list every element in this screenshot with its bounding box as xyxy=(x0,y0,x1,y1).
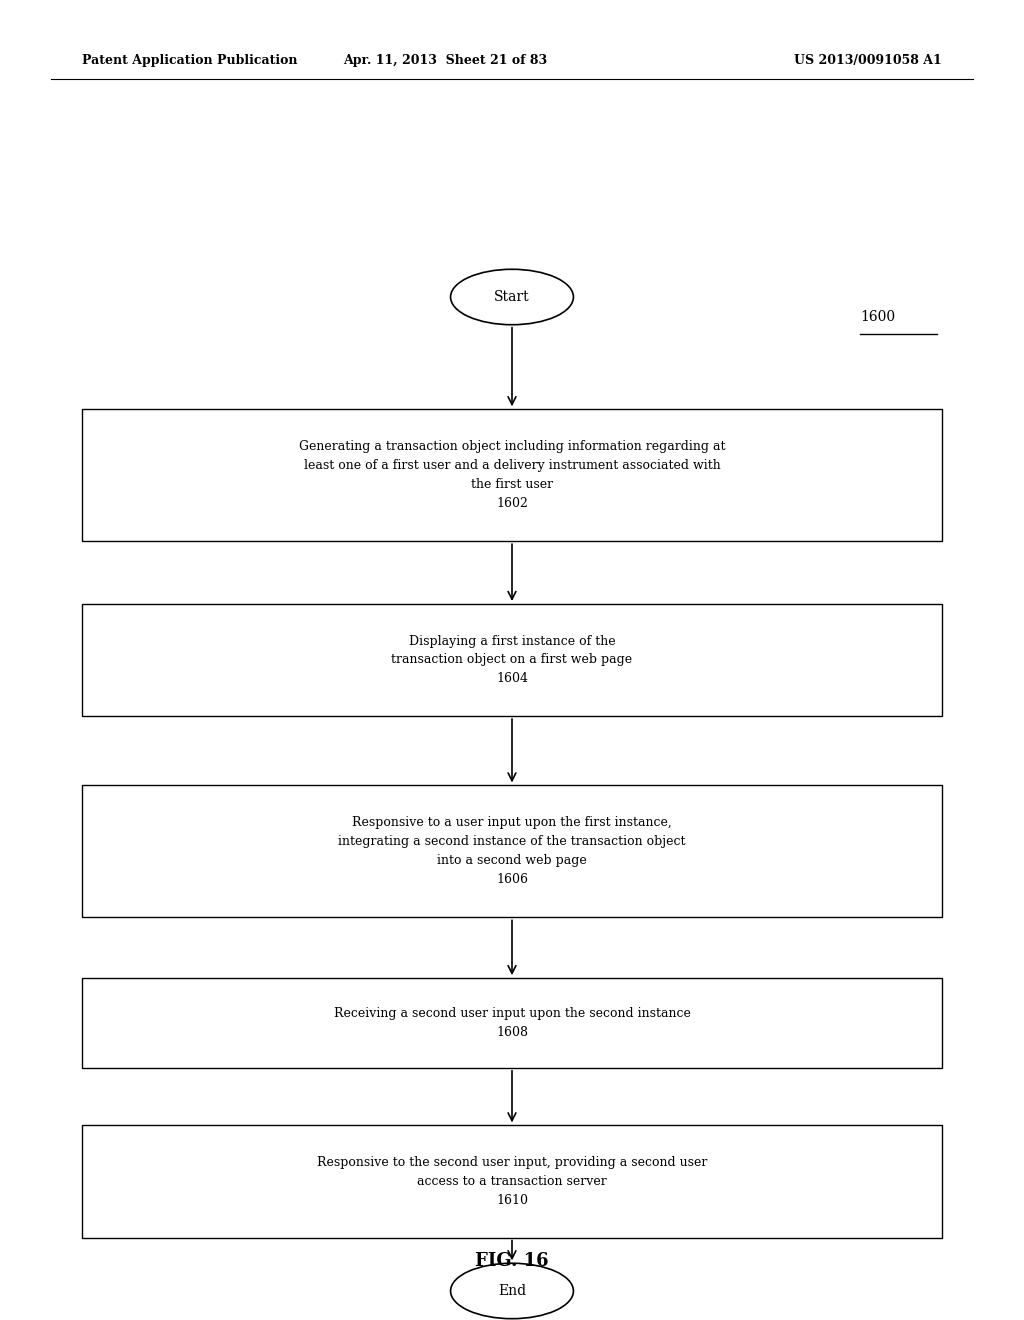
FancyBboxPatch shape xyxy=(82,1125,942,1238)
Text: Receiving a second user input upon the second instance
1608: Receiving a second user input upon the s… xyxy=(334,1007,690,1039)
FancyBboxPatch shape xyxy=(82,785,942,917)
Text: Responsive to a user input upon the first instance,
integrating a second instanc: Responsive to a user input upon the firs… xyxy=(338,816,686,887)
Text: End: End xyxy=(498,1284,526,1298)
Text: Responsive to the second user input, providing a second user
access to a transac: Responsive to the second user input, pro… xyxy=(316,1156,708,1206)
Text: Start: Start xyxy=(495,290,529,304)
Text: Apr. 11, 2013  Sheet 21 of 83: Apr. 11, 2013 Sheet 21 of 83 xyxy=(343,54,548,67)
FancyBboxPatch shape xyxy=(82,605,942,715)
Text: FIG. 16: FIG. 16 xyxy=(475,1251,549,1270)
Text: US 2013/0091058 A1: US 2013/0091058 A1 xyxy=(795,54,942,67)
Text: Generating a transaction object including information regarding at
least one of : Generating a transaction object includin… xyxy=(299,440,725,511)
Text: Patent Application Publication: Patent Application Publication xyxy=(82,54,297,67)
FancyBboxPatch shape xyxy=(82,978,942,1068)
FancyBboxPatch shape xyxy=(82,409,942,541)
Text: Displaying a first instance of the
transaction object on a first web page
1604: Displaying a first instance of the trans… xyxy=(391,635,633,685)
Text: 1600: 1600 xyxy=(860,310,895,323)
